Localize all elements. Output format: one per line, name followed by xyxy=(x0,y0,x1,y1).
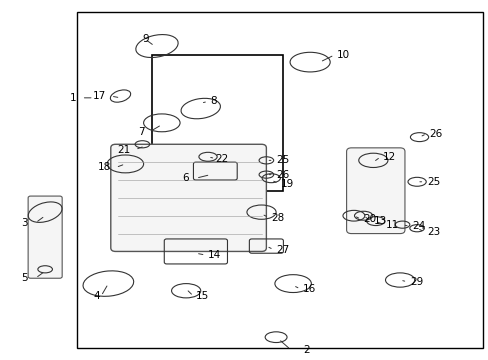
Text: 24: 24 xyxy=(411,221,425,231)
Text: 20: 20 xyxy=(363,214,376,224)
Text: 27: 27 xyxy=(276,245,289,255)
Text: 16: 16 xyxy=(302,284,315,294)
FancyBboxPatch shape xyxy=(111,144,266,251)
Text: 7: 7 xyxy=(138,127,144,137)
Text: 22: 22 xyxy=(215,154,228,163)
Text: 18: 18 xyxy=(97,162,111,172)
Text: 28: 28 xyxy=(271,212,284,222)
Text: 5: 5 xyxy=(21,273,28,283)
Text: 2: 2 xyxy=(302,345,309,355)
Text: 15: 15 xyxy=(196,291,209,301)
Text: 1: 1 xyxy=(70,93,77,103)
FancyBboxPatch shape xyxy=(346,148,404,234)
Text: 10: 10 xyxy=(336,50,349,60)
Text: 11: 11 xyxy=(385,220,398,230)
Text: 14: 14 xyxy=(207,250,221,260)
Text: 8: 8 xyxy=(210,96,217,107)
Bar xyxy=(77,12,482,348)
Text: 25: 25 xyxy=(426,177,439,187)
Text: 21: 21 xyxy=(117,145,130,155)
Text: 26: 26 xyxy=(276,170,289,180)
Text: 26: 26 xyxy=(428,129,442,139)
Text: 9: 9 xyxy=(142,34,149,44)
Text: 19: 19 xyxy=(281,179,294,189)
Bar xyxy=(152,55,283,191)
Text: 23: 23 xyxy=(426,227,439,237)
Text: 12: 12 xyxy=(382,152,395,162)
Text: 13: 13 xyxy=(372,216,386,226)
Text: 25: 25 xyxy=(276,156,289,165)
Text: 3: 3 xyxy=(21,218,28,228)
Text: 17: 17 xyxy=(93,91,106,101)
Text: 29: 29 xyxy=(409,277,422,287)
FancyBboxPatch shape xyxy=(28,196,62,278)
Text: 6: 6 xyxy=(182,173,188,183)
Text: 4: 4 xyxy=(94,291,100,301)
